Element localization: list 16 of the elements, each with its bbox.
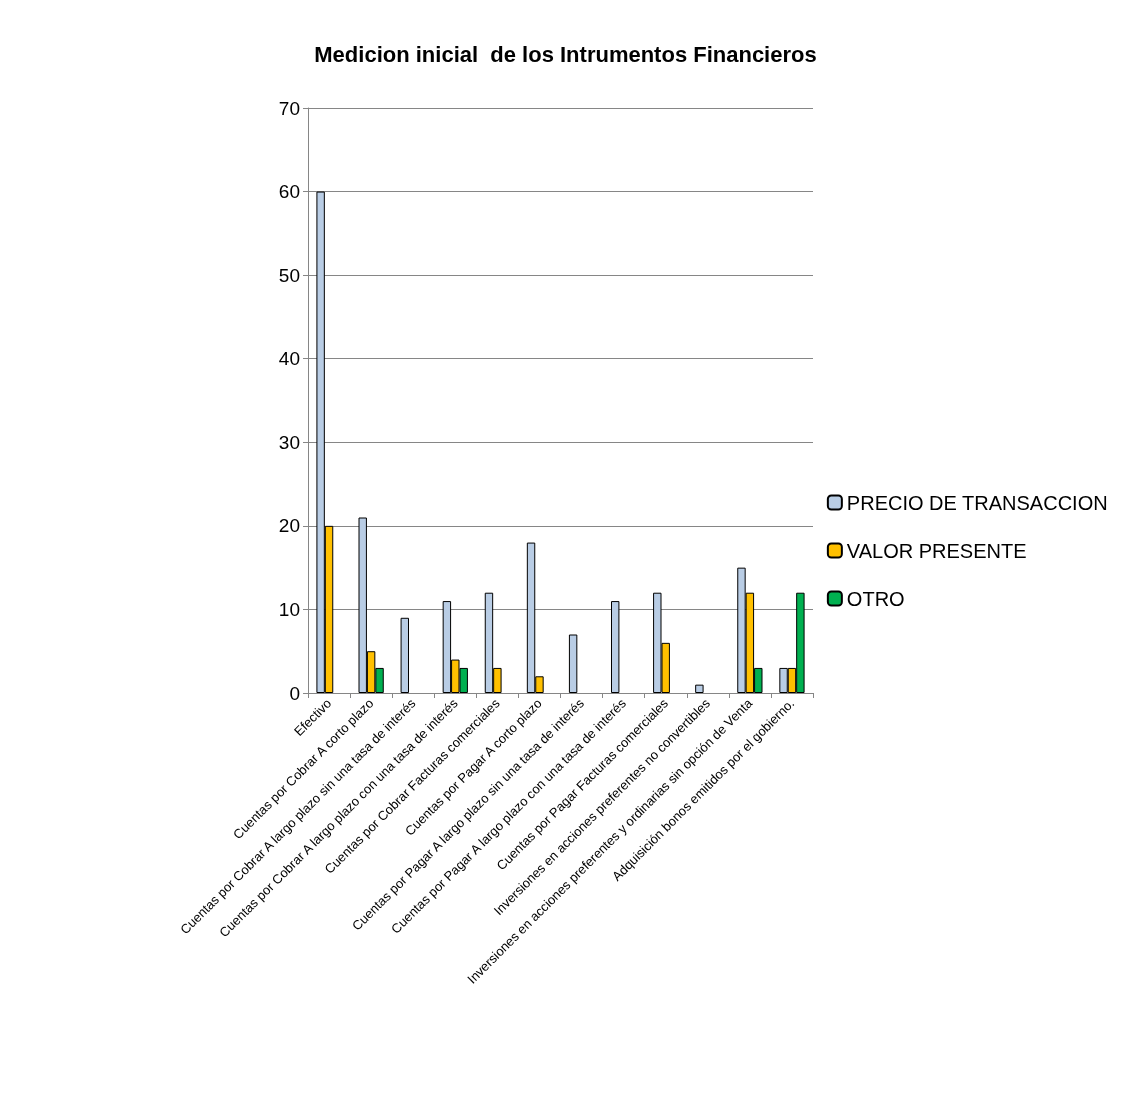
bar xyxy=(611,601,620,693)
bar xyxy=(695,684,704,693)
bar xyxy=(568,634,578,693)
y-tick-label: 30 xyxy=(278,431,300,453)
legend-label: PRECIO DE TRANSACCION xyxy=(846,491,1108,514)
y-tick-label: 20 xyxy=(278,515,300,537)
legend-label: VALOR PRESENTE xyxy=(846,539,1027,562)
y-tick-label: 50 xyxy=(278,264,300,286)
y-tick-label: 0 xyxy=(289,682,300,704)
y-tick-label: 60 xyxy=(278,181,300,203)
legend-label: OTRO xyxy=(846,587,905,610)
y-tick-label: 10 xyxy=(278,598,300,620)
y-tick-label: 70 xyxy=(278,97,300,119)
y-tick-label: 40 xyxy=(278,348,300,370)
bar xyxy=(400,617,409,693)
chart-title: Medicion inicial de los Intrumentos Financieros xyxy=(314,41,817,67)
